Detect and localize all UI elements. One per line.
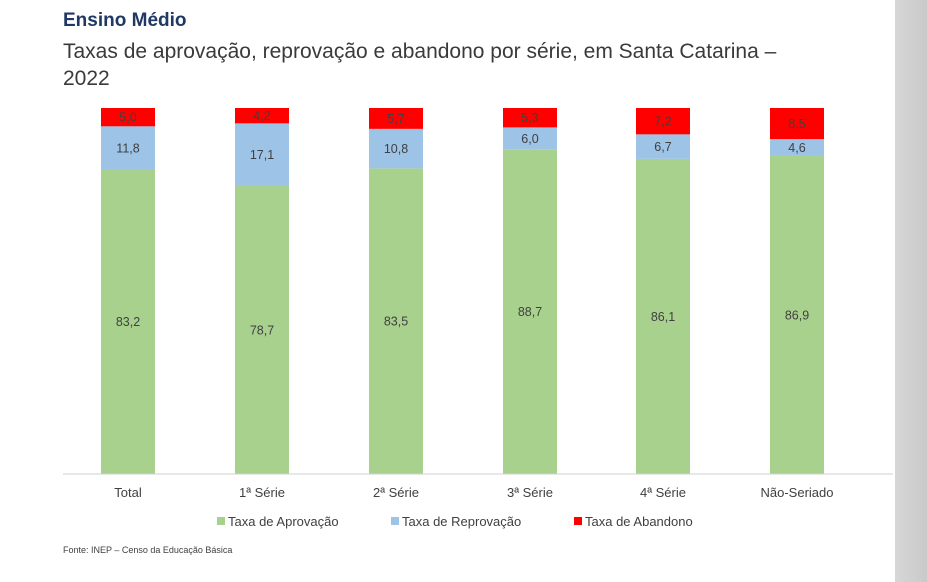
legend-label: Taxa de Reprovação [402,514,521,529]
data-label: 4,6 [788,141,805,155]
x-tick-label: 1ª Série [239,485,285,500]
data-label: 8,5 [788,117,805,131]
data-label: 5,0 [119,111,136,125]
bar-segment [503,149,557,474]
data-label: 86,9 [785,308,809,322]
legend: Taxa de Aprovação Taxa de Reprovação Taxa … [217,514,693,529]
bar-segment [770,108,824,140]
bar-segment [369,128,423,169]
data-label: 5,7 [387,112,404,126]
bar-segment [101,108,155,127]
bar-segment [636,158,690,474]
data-label: 5,3 [521,111,538,125]
data-label: 86,1 [651,310,675,324]
bar-segment [636,108,690,135]
x-tick-labels: Total 1ª Série 2ª Série 3ª Série 4ª Série Não… [114,485,833,500]
bar-segment [770,139,824,156]
data-label: 83,2 [116,315,140,329]
bar-segment [636,134,690,159]
legend-swatch [574,517,582,525]
chart-subtitle: Taxas de aprovação, reprovação e abandon… [63,40,777,90]
x-tick-label: Não-Seriado [761,485,834,500]
bar-segment [101,126,155,170]
x-tick-label: 4ª Série [640,485,686,500]
x-tick-label: 3ª Série [507,485,553,500]
data-label: 17,1 [250,148,274,162]
bar-segment [235,123,289,186]
data-label: 6,7 [654,140,671,154]
legend-label: Taxa de Abandono [585,514,693,529]
bar-segment [369,108,423,129]
bar-segment [235,108,289,124]
data-labels-layer: 83,2 11,8 5,0 78,7 17,1 4,2 83,5 10,8 5,7 88,7 6,0… [116,109,809,337]
data-label: 11,8 [116,141,139,155]
legend-label: Taxa de Aprovação [228,514,339,529]
data-label: 7,2 [654,115,671,129]
data-label: 6,0 [521,132,538,146]
data-label: 10,8 [384,142,408,156]
data-label: 83,5 [384,315,408,329]
legend-swatch [391,517,399,525]
data-label: 78,7 [250,323,274,337]
legend-swatch [217,517,225,525]
source-note: Fonte: INEP – Censo da Educação Básica [63,545,233,555]
x-tick-label: 2ª Série [373,485,419,500]
bar-segment [101,169,155,474]
bar-segment [503,108,557,128]
data-label: 88,7 [518,305,542,319]
page-title: Ensino Médio [63,10,187,31]
data-label: 4,2 [253,109,270,123]
bar-segment [503,127,557,150]
bars-layer [101,108,824,475]
x-tick-label: Total [114,485,142,500]
bar-segment [369,168,423,474]
bar-segment [770,155,824,475]
bar-segment [235,185,289,474]
